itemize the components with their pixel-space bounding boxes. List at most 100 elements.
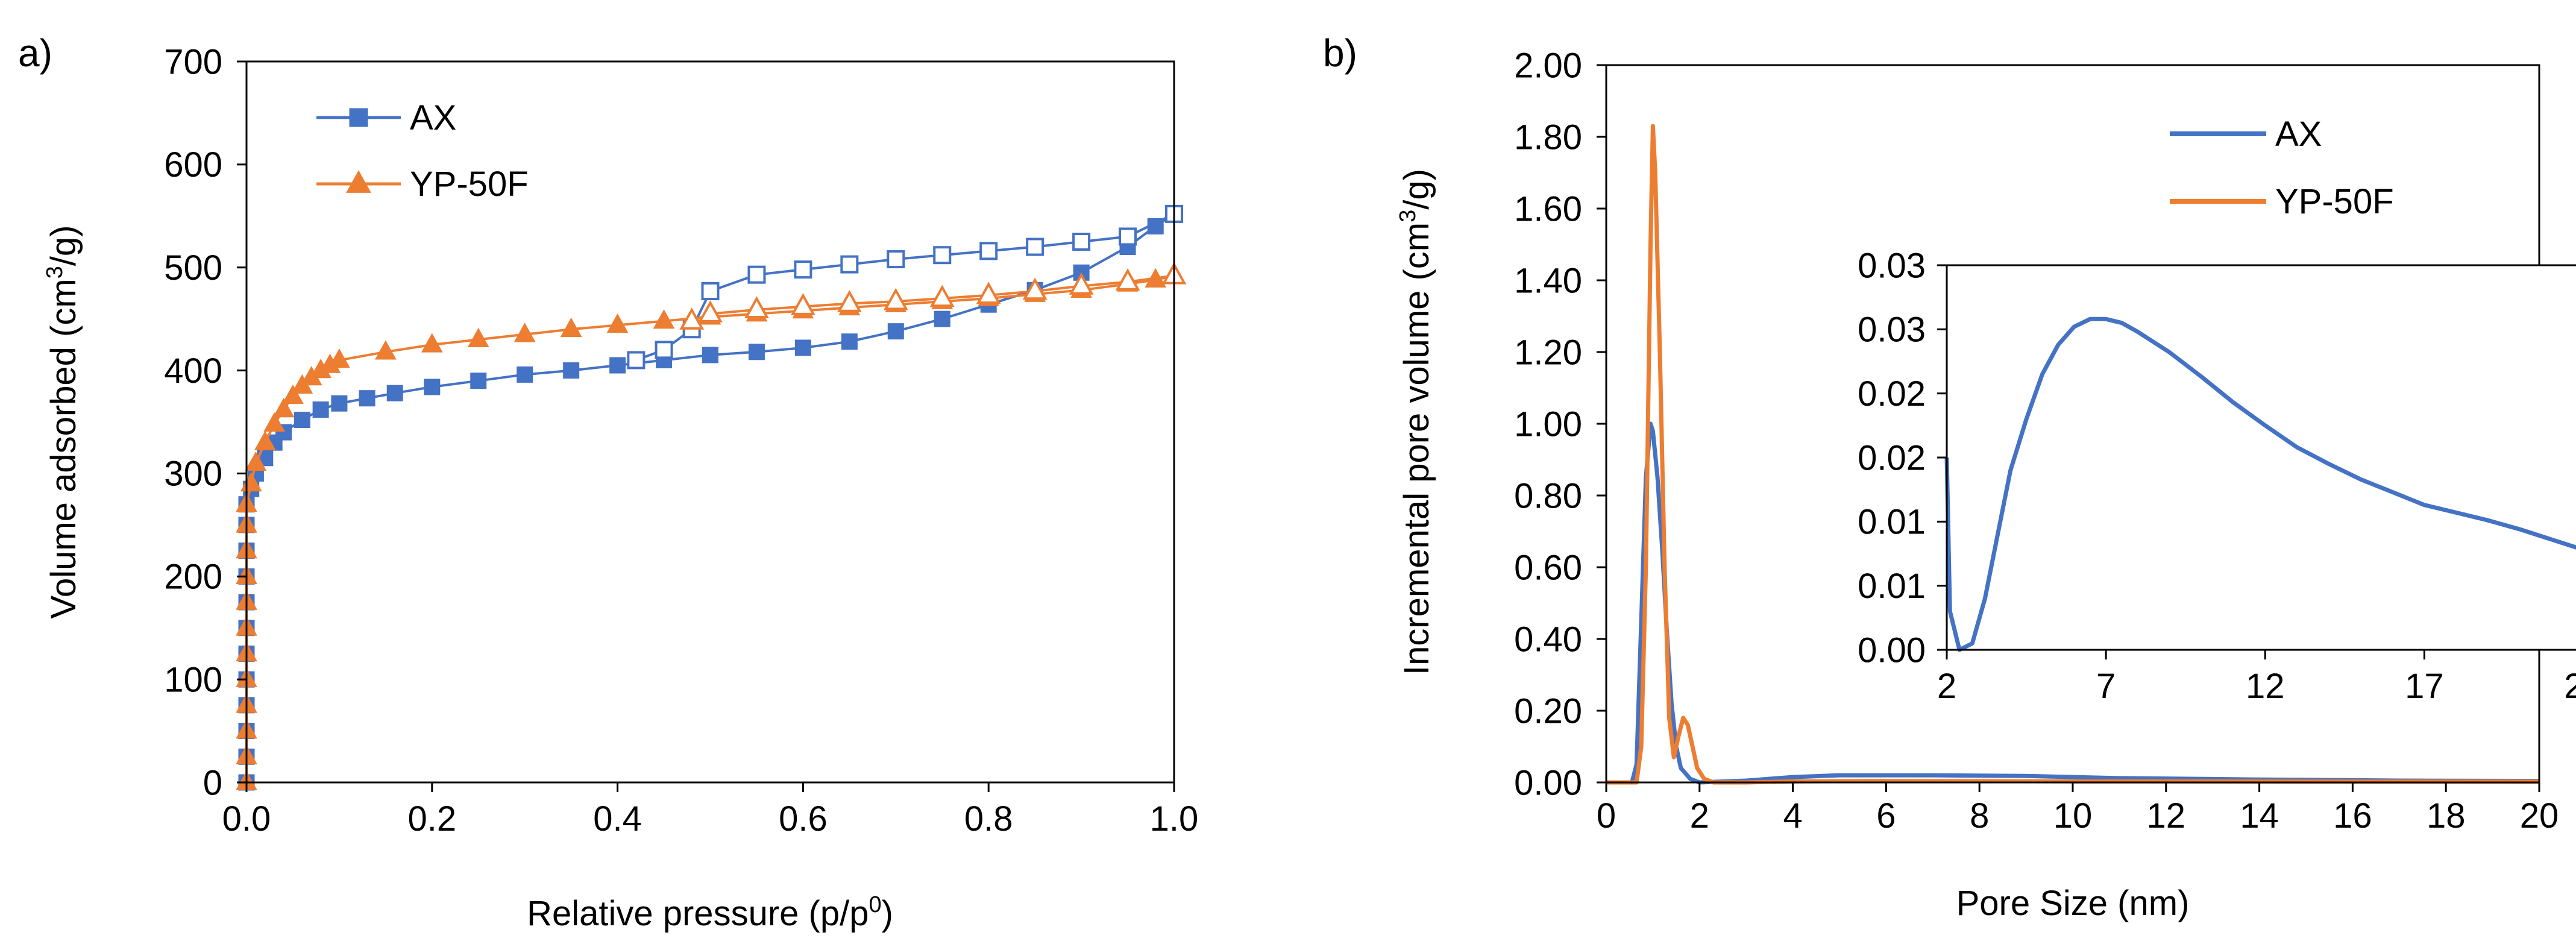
panel-b-x-tick-label: 8 <box>1970 796 1989 835</box>
series-yp-desorption-point <box>698 300 723 322</box>
series-yp-adsorption-point <box>653 309 675 329</box>
series-ax-adsorption-point <box>312 401 329 418</box>
series-yp-desorption-point <box>679 307 705 330</box>
panel-b-x-tick-label: 0 <box>1597 796 1616 835</box>
series-ax-adsorption-point <box>563 362 580 379</box>
panel-b-pore-size-chart: b) 0 2 4 6 8 10 12 14 16 18 20 0.00 0.20 0.40 0.60 0.80… <box>1323 31 2576 923</box>
panel-a-y-tick-label: 700 <box>164 42 222 81</box>
series-ax-desorption-point <box>1072 233 1091 251</box>
series-ax-desorption-point <box>701 282 720 301</box>
series-yp-adsorption-point <box>272 398 295 418</box>
series-yp-adsorption-point <box>254 430 276 450</box>
panel-a-y-tick-label: 300 <box>164 455 222 494</box>
panel-a-y-axis-label: Volume adsorbed (cm3/g) <box>42 225 83 619</box>
inset-y-tick-label: 0.02 <box>1858 438 1926 477</box>
inset-x-tick-label: 2 <box>1937 667 1956 706</box>
series-ax-desorption-point <box>627 351 646 370</box>
legend-yp-label: YP-50F <box>410 165 529 204</box>
panel-b-x-tick-label: 12 <box>2147 796 2186 835</box>
panel-a-y-tick-label: 500 <box>164 248 222 288</box>
legend-ax-marker <box>349 108 368 127</box>
panel-b-legend: AX YP-50F <box>2170 115 2394 221</box>
series-yp-desorption-point <box>1115 268 1140 291</box>
inset-x-tick-label: 7 <box>2096 667 2116 706</box>
inset-x-tick-label: 12 <box>2246 667 2285 706</box>
panel-b-x-tick-label: 18 <box>2427 796 2466 835</box>
inset-series-ax-line <box>1944 316 2576 652</box>
panel-b-x-tick-label: 10 <box>2053 796 2093 835</box>
panel-a-isotherm-chart: a) 0.0 0.2 0.4 0.6 0.8 1.0 0 100 200 300 400 500 600… <box>18 31 1198 933</box>
series-ax-adsorption-point <box>841 333 858 350</box>
series-ax-adsorption-point <box>702 347 718 363</box>
panel-b-y-tick-label: 1.80 <box>1514 118 1582 157</box>
series-ax-adsorption-point <box>331 395 348 412</box>
series-ax-desorption-point <box>794 260 812 279</box>
series-ax-desorption-point <box>747 265 766 284</box>
panel-b-y-tick-label: 2.00 <box>1514 46 1582 85</box>
panel-b-x-axis-label: Pore Size (nm) <box>1956 884 2190 923</box>
series-ax-adsorption-point <box>794 339 811 356</box>
panel-a-x-tick-label: 1.0 <box>1150 799 1199 838</box>
series-yp-adsorption-point <box>245 451 267 471</box>
panel-b-y-tick-label: 0.20 <box>1514 691 1582 731</box>
series-yp-adsorption-point <box>606 313 629 333</box>
series-yp-desorption-point <box>791 293 815 315</box>
series-ax-adsorption-point <box>386 385 403 401</box>
inset-y-tick-label: 0.01 <box>1858 503 1926 542</box>
panel-a-y-tick-label: 200 <box>164 558 222 597</box>
inset-y-tick-label: 0.03 <box>1858 246 1926 285</box>
inset-y-tick-label: 0.03 <box>1858 310 1926 350</box>
legend-ax-label: AX <box>2275 115 2322 154</box>
series-yp-adsorption-point <box>328 348 350 368</box>
series-ax-adsorption-point <box>517 366 533 383</box>
panel-a-y-tick-label: 400 <box>164 351 222 391</box>
panel-a-x-tick-label: 0.6 <box>779 799 828 838</box>
series-ax-adsorption-point <box>609 357 626 374</box>
series-ax-desorption-point <box>887 250 905 269</box>
panel-b-x-tick-label: 6 <box>1876 796 1896 835</box>
inset-y-tick-label: 0.00 <box>1858 631 1926 670</box>
panel-b-inset-chart: 2 7 12 17 22 0.00 0.01 0.01 0.02 0.02 0.03 0.03 <box>1858 246 2576 706</box>
series-yp-desorption-point <box>837 290 862 312</box>
series-yp-desorption-point <box>1022 277 1048 300</box>
series-yp-adsorption-point <box>375 340 397 360</box>
series-ax-desorption-point <box>840 255 859 274</box>
series-ax-desorption-point <box>1026 238 1045 256</box>
series-yp-desorption-point <box>929 285 955 307</box>
panel-a-x-axis-label: Relative pressure (p/p0) <box>527 892 893 933</box>
series-ax-adsorption-point <box>294 412 310 429</box>
inset-background <box>1947 265 2576 650</box>
inset-y-tick-label: 0.02 <box>1858 374 1926 414</box>
series-ax-desorption-point <box>1119 227 1137 246</box>
panel-b-x-tick-label: 20 <box>2520 796 2559 835</box>
inset-x-tick-label: 17 <box>2405 667 2444 706</box>
series-ax-adsorption-point <box>748 344 765 360</box>
panel-b-y-tick-label: 1.60 <box>1514 189 1582 228</box>
panel-a-y-tick-label: 0 <box>203 763 222 802</box>
panel-b-y-tick-label: 0.00 <box>1514 763 1582 802</box>
panel-b-y-axis-label: Incremental pore volume (cm3/g) <box>1395 169 1436 675</box>
panel-b-x-tick-label: 2 <box>1690 796 1709 835</box>
panel-b-y-tick-label: 1.40 <box>1514 261 1582 300</box>
panel-b-x-tick-label: 16 <box>2333 796 2372 835</box>
panel-b-label: b) <box>1323 31 1357 75</box>
series-ax-adsorption-point <box>470 373 487 389</box>
panel-a-x-tick-label: 0.8 <box>964 799 1013 838</box>
panel-a-x-tick-label: 0.4 <box>593 799 642 838</box>
legend-ax-label: AX <box>410 98 456 137</box>
inset-y-tick-label: 0.01 <box>1858 567 1926 606</box>
series-yp-adsorption-point <box>560 317 582 337</box>
panel-b-x-tick-label: 14 <box>2240 796 2279 835</box>
series-ax-adsorption-point <box>1147 218 1164 234</box>
series-ax-desorption-point <box>979 242 998 260</box>
inset-x-tick-label: 22 <box>2564 667 2576 706</box>
panel-a-x-tick-label: 0.2 <box>407 799 456 838</box>
panel-a-x-tick-label: 0.0 <box>222 799 271 838</box>
panel-b-x-tick-label: 4 <box>1783 796 1802 835</box>
panel-a-label: a) <box>18 31 52 75</box>
panel-a-y-tick-label: 100 <box>164 660 222 699</box>
legend-yp-marker <box>346 170 371 193</box>
series-ax-adsorption-point <box>359 390 375 407</box>
series-yp-desorption-point <box>883 288 908 310</box>
series-ax-adsorption-point <box>934 310 950 327</box>
